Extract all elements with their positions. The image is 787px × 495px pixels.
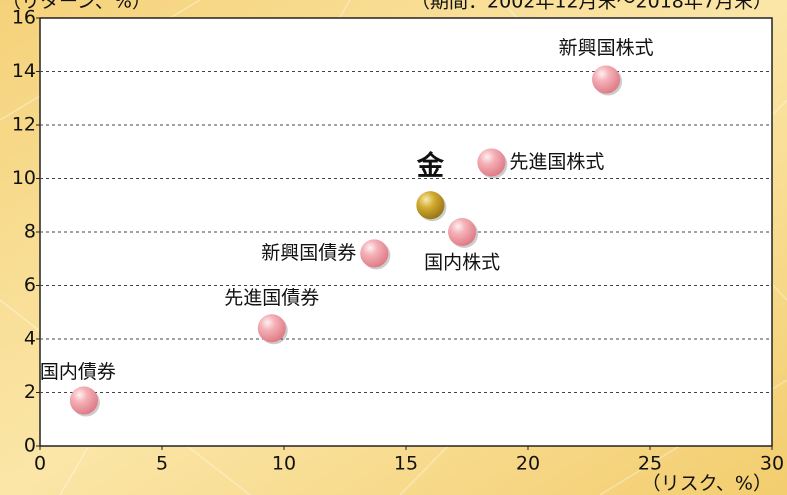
y-tick-label: 2 — [24, 381, 36, 403]
y-tick-label: 14 — [12, 60, 36, 82]
point-shine — [592, 65, 621, 94]
y-tick-label: 10 — [12, 167, 36, 189]
x-tick-label: 30 — [760, 453, 784, 475]
x-tick-label: 0 — [34, 453, 46, 475]
period-note: （期間：2002年12月末～2018年7月末） — [411, 0, 772, 13]
point-label: 新興国株式 — [559, 37, 654, 59]
point-shine — [69, 386, 98, 415]
y-tick-label: 0 — [24, 435, 36, 457]
point-label: 国内株式 — [424, 252, 500, 274]
point-shine — [477, 148, 506, 177]
point-shine — [257, 314, 286, 343]
x-tick-label: 5 — [156, 453, 168, 475]
x-tick-label: 10 — [272, 453, 296, 475]
y-tick-label: 12 — [12, 114, 36, 136]
x-tick-label: 20 — [516, 453, 540, 475]
y-tick-label: 8 — [24, 221, 36, 243]
y-tick-label: 16 — [12, 7, 36, 29]
point-shine — [416, 191, 445, 220]
point-shine — [448, 218, 477, 246]
x-tick-label: 15 — [394, 453, 418, 475]
y-axis-title: （リターン、%） — [2, 0, 151, 13]
point-label: 金 — [416, 150, 445, 182]
point-label: 新興国債券 — [261, 242, 356, 264]
y-tick-label: 6 — [24, 274, 36, 296]
x-axis-title: （リスク、%） — [642, 473, 772, 495]
point-label: 先進国債券 — [224, 287, 319, 309]
point-label: 先進国株式 — [509, 151, 604, 173]
point-shine — [360, 239, 389, 268]
y-tick-label: 4 — [24, 328, 36, 350]
point-label: 国内債券 — [40, 361, 116, 383]
x-tick-label: 25 — [638, 453, 662, 475]
